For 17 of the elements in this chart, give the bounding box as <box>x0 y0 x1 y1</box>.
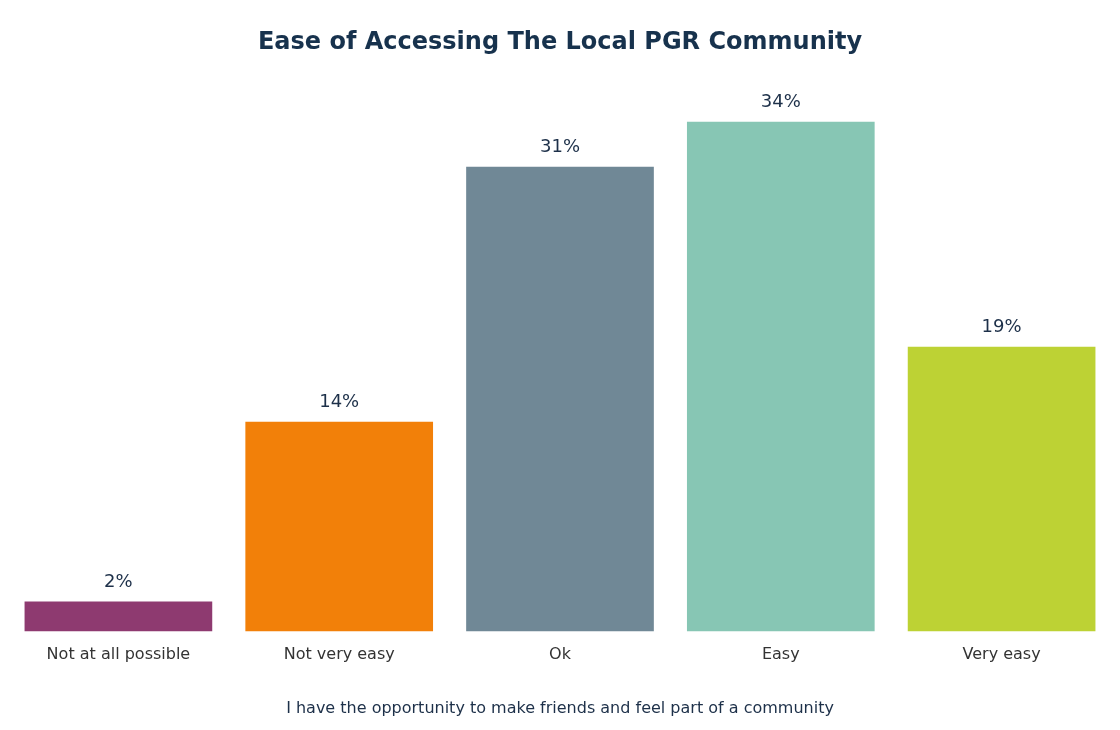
bar <box>466 166 654 632</box>
x-tick-label: Not at all possible <box>46 644 191 664</box>
x-tick-label: Ok <box>549 644 572 664</box>
data-label: 19% <box>981 315 1022 337</box>
x-tick-label: Not very easy <box>283 644 395 664</box>
bar <box>24 601 213 632</box>
bar <box>245 421 434 632</box>
bar <box>686 121 875 632</box>
data-label: 2% <box>104 570 133 592</box>
data-label: 14% <box>319 390 360 412</box>
x-axis-title: I have the opportunity to make friends and feel part of a community <box>286 697 834 717</box>
data-label: 34% <box>760 90 801 112</box>
x-tick-label: Easy <box>761 644 800 664</box>
bar <box>907 346 1096 632</box>
chart-title: Ease of Accessing The Local PGR Community <box>257 26 863 55</box>
data-label: 31% <box>539 135 581 157</box>
x-tick-label: Very easy <box>962 644 1041 664</box>
